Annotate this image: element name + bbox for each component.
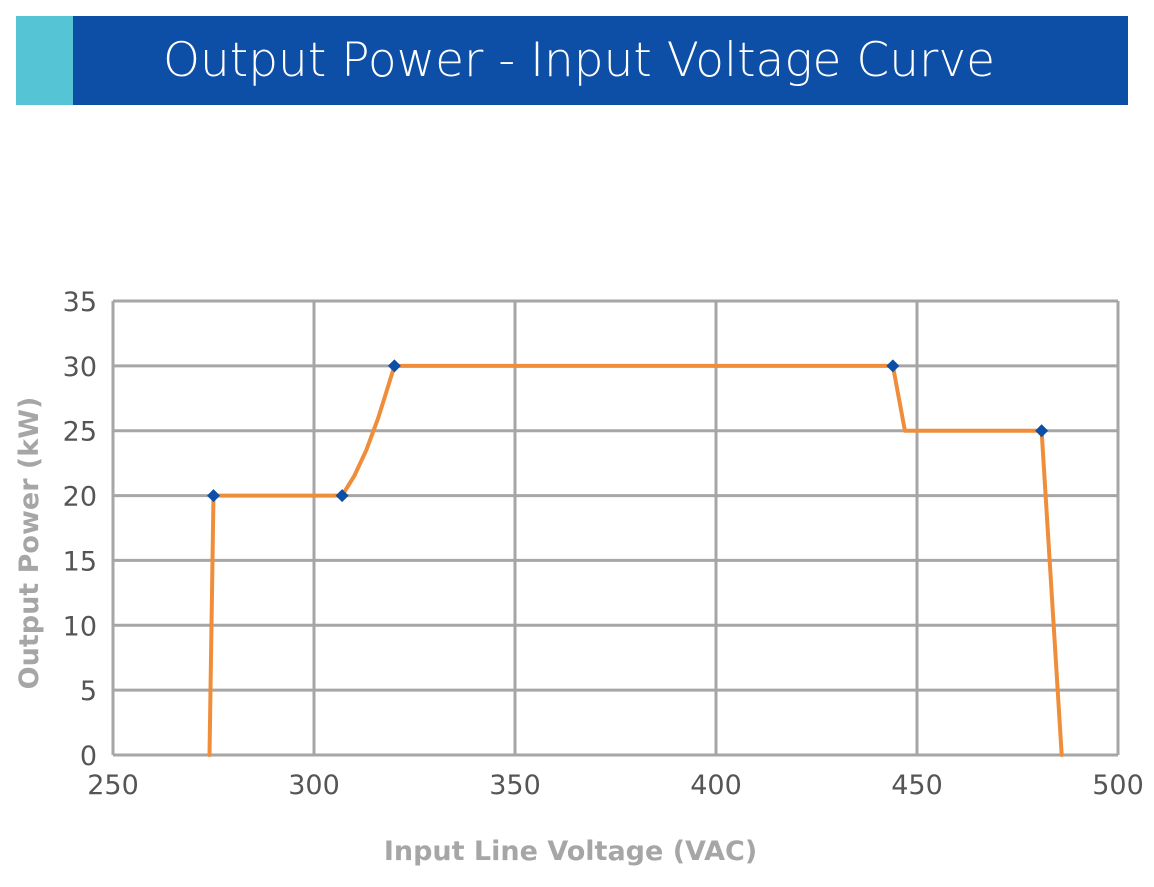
y-tick-label: 30 <box>63 352 97 383</box>
data-point-marker <box>886 359 900 373</box>
tick-labels: 250 300 350 400 450 500 0 5 10 15 20 25 30 35 <box>63 287 1144 801</box>
page-title: Output Power - Input Voltage Curve <box>163 33 996 88</box>
data-point-marker <box>207 489 220 503</box>
x-tick-label: 400 <box>690 770 742 801</box>
x-tick-label: 350 <box>489 770 541 801</box>
x-tick-label: 450 <box>891 770 943 801</box>
banner-accent <box>16 16 73 105</box>
y-tick-label: 20 <box>63 482 97 513</box>
data-point-marker <box>387 359 401 373</box>
data-point-marker <box>335 489 349 503</box>
series-layer <box>207 363 1064 757</box>
x-tick-label: 250 <box>87 770 139 801</box>
x-tick-label: 300 <box>288 770 340 801</box>
x-axis-title: Input Line Voltage (VAC) <box>384 836 757 867</box>
title-banner <box>73 16 1128 105</box>
marker-layer <box>207 359 1049 503</box>
y-tick-label: 0 <box>80 741 97 772</box>
y-tick-label: 5 <box>80 676 97 707</box>
y-tick-label: 10 <box>63 611 97 642</box>
data-point-marker <box>1035 424 1049 438</box>
series-line <box>207 363 1064 757</box>
y-tick-label: 25 <box>63 417 97 448</box>
y-axis-title: Output Power (kW) <box>14 397 45 690</box>
x-tick-label: 500 <box>1092 770 1144 801</box>
y-tick-label: 15 <box>63 546 97 577</box>
grid-layer <box>111 299 1120 757</box>
y-tick-label: 35 <box>63 287 97 318</box>
